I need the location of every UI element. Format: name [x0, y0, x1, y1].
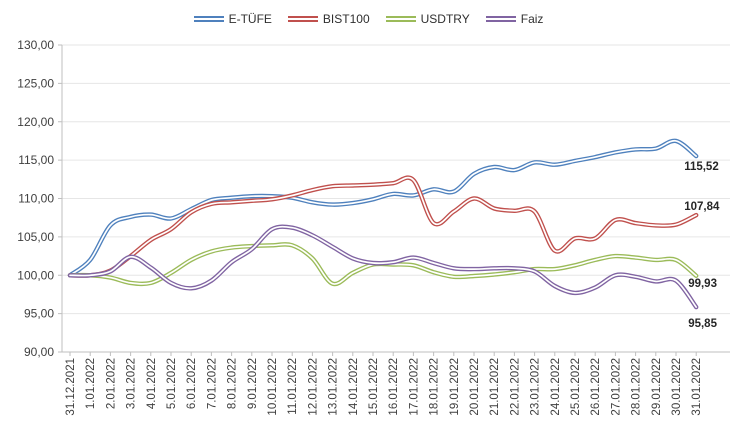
- legend-label-bist100: BIST100: [322, 12, 370, 26]
- legend-label-etufe: E-TÜFE: [228, 12, 272, 26]
- y-axis-label: 105,00: [17, 230, 54, 244]
- x-axis-label: 9.01.2022: [247, 358, 259, 409]
- x-axis-label: 30.01.2022: [671, 358, 683, 416]
- x-axis-label: 14.01.2022: [348, 358, 360, 416]
- legend-marker-usdtry-icon: [385, 16, 416, 22]
- x-axis-label: 19.01.2022: [449, 358, 461, 416]
- x-axis-label: 24.01.2022: [550, 358, 562, 416]
- series-end-label-bist100: 107,84: [684, 201, 720, 213]
- x-axis-label: 31.01.2022: [691, 358, 703, 416]
- series-line-bist100: [67, 175, 699, 278]
- y-axis-label: 110,00: [18, 192, 54, 206]
- x-axis-label: 5.01.2022: [166, 358, 178, 409]
- x-axis-label: 31.12.2021: [65, 358, 77, 416]
- y-axis-label: 100,00: [17, 268, 54, 282]
- x-axis-label: 4.01.2022: [146, 358, 158, 409]
- x-axis-label: 2.01.2022: [105, 358, 117, 409]
- x-axis-label: 27.01.2022: [610, 358, 622, 416]
- x-axis-label: 18.01.2022: [429, 358, 441, 416]
- x-axis-label: 22.01.2022: [509, 358, 521, 416]
- x-axis-label: 15.01.2022: [368, 358, 380, 416]
- legend-label-faiz: Faiz: [520, 12, 544, 26]
- x-axis-label: 25.01.2022: [570, 358, 582, 416]
- legend-item-usdtry: USDTRY: [385, 12, 470, 26]
- legend-marker-etufe-icon: [193, 16, 224, 22]
- legend-item-faiz: Faiz: [485, 12, 544, 26]
- x-axis-label: 6.01.2022: [186, 358, 198, 409]
- x-axis-label: 29.01.2022: [651, 358, 663, 416]
- x-axis-label: 3.01.2022: [126, 358, 138, 409]
- legend-marker-faiz-icon: [485, 16, 516, 22]
- y-axis-label: 115,00: [18, 153, 54, 167]
- legend-label-usdtry: USDTRY: [420, 12, 470, 26]
- legend-item-bist100: BIST100: [287, 12, 370, 26]
- x-axis-label: 17.01.2022: [408, 358, 420, 416]
- series-end-label-usdtry: 99,93: [688, 278, 717, 290]
- series-line-etfe: [67, 138, 699, 278]
- x-axis-label: 13.01.2022: [328, 358, 340, 416]
- x-axis-label: 7.01.2022: [206, 358, 218, 409]
- x-axis-label: 21.01.2022: [489, 358, 501, 416]
- x-axis-label: 10.01.2022: [267, 358, 279, 416]
- x-axis-label: 23.01.2022: [530, 358, 542, 416]
- x-axis-label: 26.01.2022: [590, 358, 602, 416]
- series-end-label-faiz: 95,85: [688, 318, 717, 330]
- series-line-core-faiz: [69, 225, 698, 308]
- series-line-faiz: [67, 224, 699, 310]
- x-axis-label: 8.01.2022: [227, 358, 239, 409]
- series-line-core-bist100: [69, 176, 698, 277]
- y-axis-label: 120,00: [17, 115, 54, 129]
- legend-item-etufe: E-TÜFE: [193, 12, 272, 26]
- chart-legend: E-TÜFE BIST100 USDTRY Faiz: [0, 10, 737, 28]
- y-axis-label: 90,00: [24, 345, 54, 359]
- x-axis-label: 11.01.2022: [287, 358, 299, 415]
- y-axis-label: 130,00: [17, 38, 54, 52]
- series-end-label-etfe: 115,52: [684, 161, 719, 173]
- y-axis-label: 95,00: [24, 307, 54, 321]
- x-axis-label: 1.01.2022: [85, 358, 97, 409]
- y-axis-label: 125,00: [17, 76, 54, 90]
- x-axis-label: 12.01.2022: [307, 358, 319, 416]
- x-axis-label: 16.01.2022: [388, 358, 400, 416]
- x-axis-label: 28.01.2022: [631, 358, 643, 416]
- series-line-core-etfe: [69, 139, 698, 277]
- x-axis-label: 20.01.2022: [469, 358, 481, 416]
- legend-marker-bist100-icon: [287, 16, 318, 22]
